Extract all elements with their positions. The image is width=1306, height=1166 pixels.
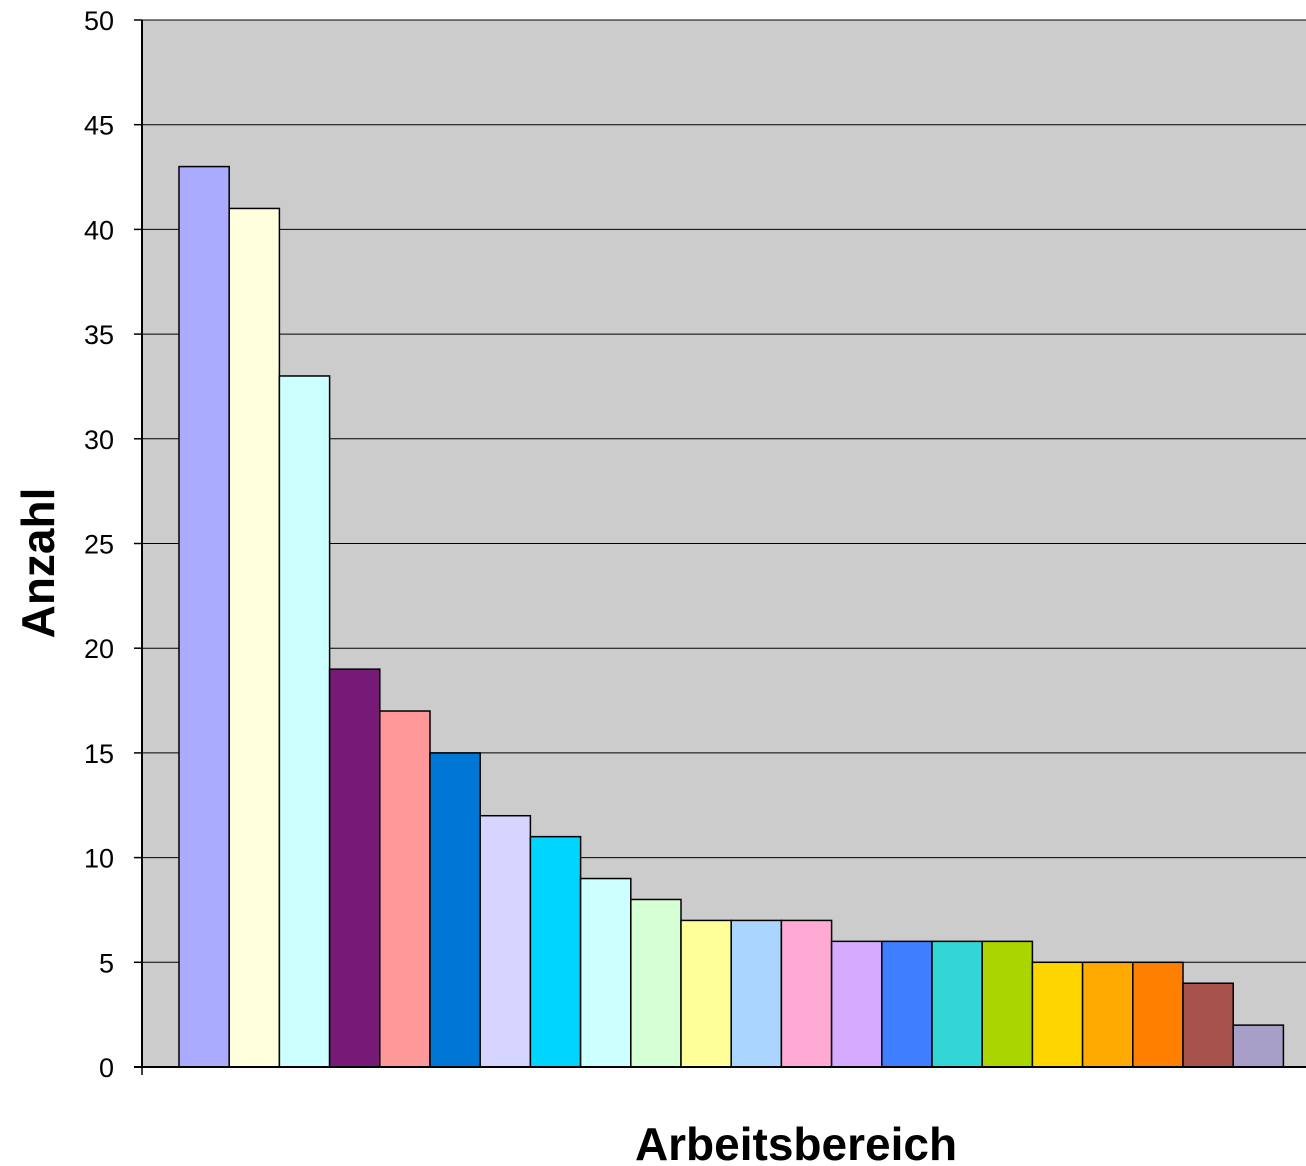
y-tick-label: 15: [84, 739, 114, 769]
bar: [1182, 982, 1234, 1068]
x-axis-title: Arbeitsbereich: [635, 1118, 957, 1166]
y-tick-label: 25: [84, 530, 114, 560]
y-tick-label: 50: [84, 6, 114, 36]
bar: [178, 165, 230, 1068]
axes: [134, 19, 1306, 1075]
y-tick-label: 5: [99, 948, 114, 978]
bar: [830, 940, 883, 1068]
bar: [579, 877, 632, 1068]
y-tick-label: 45: [84, 111, 114, 141]
bar: [881, 940, 933, 1068]
y-axis-title: Anzahl: [12, 488, 64, 639]
y-tick-label: 10: [84, 844, 114, 874]
bar: [429, 752, 481, 1068]
bar: [1081, 961, 1134, 1068]
bar: [680, 919, 732, 1068]
bar: [931, 940, 983, 1068]
y-tick-label: 35: [84, 320, 114, 350]
bar: [730, 919, 783, 1068]
bar: [278, 375, 331, 1068]
bar: [228, 207, 281, 1068]
bar: [328, 668, 381, 1068]
y-tick-label: 40: [84, 215, 114, 245]
bar: [780, 919, 833, 1068]
y-tick-label: 30: [84, 425, 114, 455]
bar: [981, 940, 1034, 1068]
bar: [1031, 961, 1084, 1068]
y-tick-label: 20: [84, 634, 114, 664]
y-tick-labels: 0 5 10 15 20 25 30 35 40 45 50: [84, 6, 114, 1083]
bars: [178, 165, 1285, 1068]
bar: [1232, 1024, 1285, 1068]
bar: [479, 814, 532, 1068]
bar: [1132, 961, 1184, 1068]
y-tick-label: 0: [99, 1053, 114, 1083]
bar: [379, 710, 431, 1068]
bar: [630, 898, 682, 1068]
bar: [529, 835, 582, 1068]
